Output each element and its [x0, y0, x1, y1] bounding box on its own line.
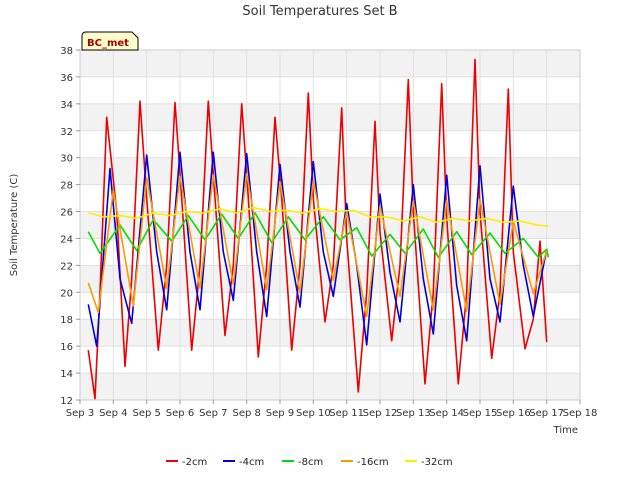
series-lines: [87, 58, 550, 400]
x-axis: Sep 3 Sep 4 Sep 5 Sep 6 Sep 7 Sep 8 Sep 9 Sep 1…: [66, 400, 598, 419]
y-tick-label: 32: [60, 127, 73, 138]
plot-band: [80, 103, 580, 131]
x-tick-label: Sep 11: [329, 408, 364, 419]
x-tick-label: Sep 14: [429, 408, 464, 419]
x-tick-label: Sep 9: [266, 408, 294, 419]
series-line-2cmcm: [87, 58, 548, 400]
legend-label: -32cm: [421, 457, 453, 468]
legend-item: -4cm: [223, 457, 264, 468]
legend-item: -8cm: [282, 457, 323, 468]
x-tick-label: Sep 4: [99, 408, 127, 419]
plot-band: [80, 373, 580, 400]
x-tick-label: Sep 17: [529, 408, 564, 419]
x-tick-label: Sep 12: [363, 408, 398, 419]
legend-label: -8cm: [298, 457, 323, 468]
y-tick-label: 14: [60, 369, 73, 380]
site-label-box: BC_met: [81, 31, 139, 51]
y-tick-label: 20: [60, 288, 73, 299]
legend: -2cm -4cm -8cm -16cm -32cm: [166, 457, 453, 468]
y-tick-label: 18: [60, 315, 73, 326]
x-tick-label: Sep 18: [563, 408, 598, 419]
x-tick-label: Sep 16: [496, 408, 531, 419]
y-axis-title: Soil Temperature (C): [9, 174, 20, 277]
x-tick-label: Sep 8: [232, 408, 260, 419]
x-tick-label: Sep 7: [199, 408, 227, 419]
legend-label: -2cm: [182, 457, 207, 468]
plot-band: [80, 319, 580, 347]
y-tick-label: 38: [60, 46, 73, 57]
legend-item: -2cm: [166, 457, 207, 468]
y-axis: 12 14 16 18 20 22 24 26 28 30 32 34 36 38: [60, 46, 80, 407]
y-tick-label: 34: [60, 100, 73, 111]
y-tick-label: 16: [60, 342, 73, 353]
plot-frame: [79, 49, 581, 401]
legend-item: -32cm: [405, 457, 453, 468]
x-tick-label: Sep 10: [296, 408, 331, 419]
series-line-16cmcm: [87, 173, 548, 318]
legend-item: -16cm: [341, 457, 389, 468]
plot-band: [80, 50, 580, 77]
series-line-8cmcm: [87, 212, 550, 259]
site-label: BC_met: [87, 38, 129, 49]
y-tick-label: 12: [60, 396, 73, 407]
legend-label: -16cm: [357, 457, 389, 468]
y-tick-label: 24: [60, 234, 73, 245]
x-axis-title: Time: [553, 425, 578, 436]
series-line-32cmcm: [88, 206, 549, 228]
y-tick-label: 28: [60, 181, 73, 192]
y-tick-label: 36: [60, 73, 73, 84]
plot-band: [80, 157, 580, 185]
y-tick-label: 30: [60, 154, 73, 165]
x-tick-label: Sep 6: [166, 408, 194, 419]
chart-title: Soil Temperatures Set B: [242, 4, 397, 19]
x-tick-label: Sep 13: [396, 408, 431, 419]
x-tick-label: Sep 5: [132, 408, 160, 419]
x-tick-label: Sep 3: [66, 408, 94, 419]
legend-label: -4cm: [239, 457, 264, 468]
y-tick-label: 26: [60, 208, 73, 219]
y-tick-label: 22: [60, 261, 73, 272]
x-tick-label: Sep 15: [463, 408, 498, 419]
